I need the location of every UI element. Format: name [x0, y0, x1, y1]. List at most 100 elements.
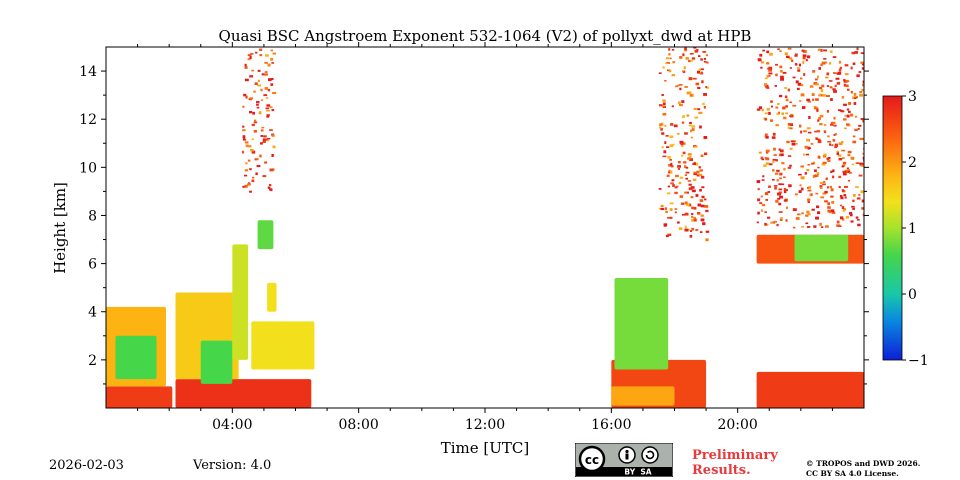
- heatmap-speckle-17: [850, 66, 853, 70]
- heatmap-speckle-16: [659, 104, 663, 107]
- heatmap-speckle-16: [688, 59, 691, 63]
- heatmap-speckle-17: [833, 124, 837, 127]
- heatmap-speckle-17: [812, 70, 816, 73]
- heatmap-speckle-18: [264, 87, 268, 90]
- heatmap-speckle-17: [783, 190, 787, 194]
- heatmap-speckle-17: [816, 173, 820, 176]
- heatmap-speckle-18: [249, 97, 254, 100]
- heatmap-speckle-16: [669, 158, 672, 161]
- heatmap-speckle-17: [764, 222, 767, 226]
- heatmap-speckle-17: [807, 189, 812, 192]
- heatmap-speckle-17: [805, 153, 810, 156]
- heatmap-speckle-18: [244, 169, 248, 172]
- heatmap-speckle-16: [699, 189, 702, 192]
- heatmap-speckle-17: [834, 146, 838, 149]
- heatmap-speckle-16: [682, 151, 686, 155]
- heatmap-speckle-16: [681, 154, 684, 157]
- heatmap-speckle-17: [845, 84, 849, 88]
- heatmap-speckle-16: [684, 225, 687, 229]
- heatmap-speckle-17: [805, 214, 809, 217]
- heatmap-speckle-16: [658, 188, 662, 190]
- heatmap-speckle-18: [250, 53, 254, 55]
- heatmap-region-11: [611, 386, 675, 406]
- heatmap-speckle-16: [662, 99, 666, 102]
- heatmap-speckle-17: [842, 218, 845, 221]
- heatmap-speckle-18: [247, 159, 251, 162]
- heatmap-speckle-17: [831, 121, 836, 124]
- heatmap-speckle-17: [833, 134, 836, 136]
- heatmap-speckle-17: [774, 172, 779, 175]
- y-tick-label: 12: [79, 112, 97, 128]
- heatmap-speckle-18: [242, 125, 245, 128]
- heatmap-speckle-17: [835, 77, 840, 80]
- heatmap-speckle-16: [667, 156, 671, 159]
- heatmap-speckle-17: [779, 172, 783, 176]
- heatmap-speckle-16: [693, 218, 697, 222]
- heatmap-speckle-16: [663, 150, 667, 154]
- heatmap-speckle-16: [691, 128, 695, 132]
- heatmap-speckle-17: [784, 87, 788, 89]
- heatmap-speckle-17: [836, 152, 840, 156]
- heatmap-speckle-17: [772, 159, 776, 161]
- heatmap-speckle-17: [766, 62, 770, 65]
- heatmap-speckle-17: [819, 181, 823, 184]
- license-badge-text: BY SA: [624, 468, 651, 477]
- heatmap-speckle-16: [689, 158, 694, 162]
- heatmap-speckle-16: [675, 185, 679, 188]
- heatmap-speckle-18: [245, 144, 249, 148]
- heatmap-speckle-16: [691, 206, 694, 210]
- heatmap-speckle-17: [810, 142, 814, 145]
- heatmap-speckle-18: [251, 69, 254, 72]
- heatmap-speckle-17: [859, 93, 863, 97]
- heatmap-speckle-17: [771, 105, 774, 108]
- heatmap-speckle-17: [860, 164, 864, 167]
- heatmap-speckle-17: [758, 151, 762, 154]
- heatmap-speckle-17: [827, 159, 831, 162]
- heatmap-speckle-18: [264, 161, 268, 164]
- heatmap-speckle-16: [679, 140, 684, 144]
- heatmap-speckle-17: [861, 62, 864, 66]
- heatmap-speckle-16: [693, 145, 698, 148]
- heatmap-speckle-17: [773, 147, 776, 151]
- heatmap-speckle-17: [842, 170, 847, 173]
- heatmap-speckle-17: [790, 140, 795, 143]
- heatmap-speckle-18: [260, 135, 263, 137]
- x-tick-label: 08:00: [338, 417, 378, 433]
- heatmap-speckle-17: [788, 57, 793, 60]
- heatmap-speckle-17: [798, 173, 802, 176]
- heatmap-speckle-17: [768, 163, 773, 166]
- heatmap-speckle-17: [770, 119, 773, 122]
- heatmap-speckle-16: [666, 62, 670, 64]
- heatmap-speckle-17: [845, 216, 849, 219]
- heatmap-speckle-16: [662, 155, 667, 158]
- y-axis-label: Height [km]: [51, 182, 69, 274]
- heatmap-speckle-17: [807, 164, 811, 166]
- heatmap-speckle-17: [809, 85, 814, 88]
- heatmap-speckle-17: [846, 123, 850, 126]
- heatmap-speckle-17: [821, 226, 824, 229]
- heatmap-speckle-17: [817, 75, 820, 79]
- heatmap-speckle-16: [685, 57, 689, 60]
- heatmap-speckle-17: [818, 117, 821, 120]
- heatmap-speckle-17: [779, 177, 782, 180]
- heatmap-speckle-17: [829, 185, 833, 189]
- heatmap-region-8: [257, 220, 274, 250]
- heatmap-speckle-18: [265, 54, 269, 57]
- heatmap-speckle-17: [762, 175, 765, 178]
- heatmap-speckle-16: [696, 174, 700, 177]
- heatmap-speckle-17: [756, 221, 759, 224]
- heatmap-speckle-17: [815, 98, 819, 101]
- heatmap-speckle-17: [827, 141, 832, 143]
- heatmap-speckle-17: [789, 67, 792, 69]
- heatmap-speckle-16: [704, 205, 709, 208]
- colorbar-tick-label: −1: [908, 353, 929, 369]
- heatmap-speckle-16: [694, 172, 697, 174]
- heatmap-speckle-17: [794, 53, 798, 56]
- heatmap-speckle-18: [255, 172, 258, 176]
- heatmap-speckle-17: [825, 225, 829, 228]
- heatmap-speckle-16: [665, 211, 668, 214]
- heatmap-speckle-17: [821, 84, 825, 88]
- heatmap-speckle-17: [787, 123, 791, 126]
- heatmap-speckle-16: [669, 57, 672, 60]
- heatmap-speckle-17: [842, 172, 847, 176]
